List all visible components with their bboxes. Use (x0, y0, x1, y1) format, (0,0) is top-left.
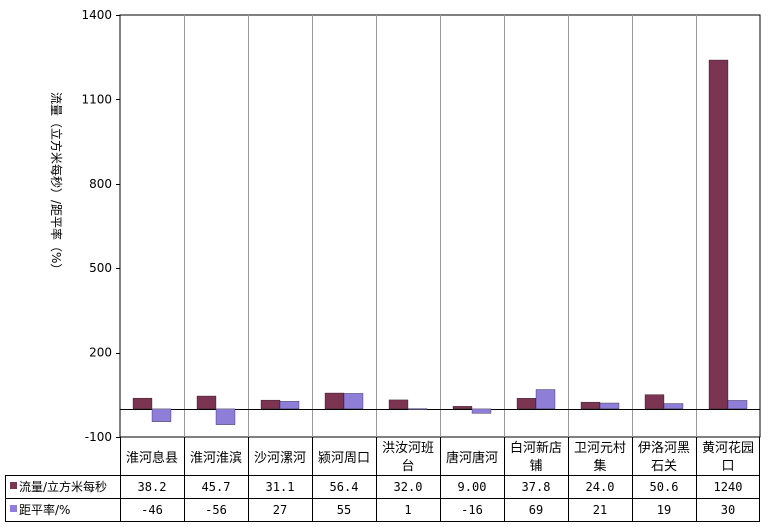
bar-flow (132, 397, 153, 409)
data-label: 1240 (714, 480, 743, 494)
gridlines (119, 14, 761, 438)
data-label: 56.4 (330, 480, 359, 494)
category-label: 唐河唐河 (446, 450, 498, 466)
data-label: 1 (404, 503, 411, 517)
category-label: 淮河息县 (126, 450, 178, 466)
category-label: 伊洛河黑 (638, 441, 690, 456)
bar-flow (516, 398, 537, 409)
data-label: 45.7 (202, 480, 231, 494)
y-tick-label: 1100 (81, 92, 112, 106)
category-label: 颍河周口 (318, 451, 370, 466)
y-tick-labels: 1400 1100 800 500 200 -100 (81, 8, 120, 444)
data-label: -16 (461, 503, 483, 517)
category-label: 白河新店 (510, 440, 562, 456)
category-label: 沙河漯河 (254, 451, 306, 466)
category-label: 洪汝河班 (382, 441, 434, 456)
bar-flow (388, 399, 409, 410)
data-label: -46 (141, 503, 163, 517)
bars (132, 59, 748, 425)
data-label: 19 (657, 503, 671, 517)
data-label: -56 (205, 503, 227, 517)
data-label: 31.1 (266, 480, 295, 494)
data-label: 24.0 (586, 480, 615, 494)
legend-key-anomaly (10, 505, 17, 512)
category-label: 集 (593, 458, 606, 474)
category-label: 口 (721, 459, 734, 474)
data-label: 69 (529, 503, 543, 517)
bar-anomaly (663, 403, 684, 409)
data-label: 38.2 (138, 480, 167, 494)
data-label: 50.6 (650, 480, 679, 494)
bar-anomaly (279, 401, 300, 410)
bar-anomaly (215, 408, 236, 425)
y-tick-label: 800 (89, 177, 112, 191)
bar-anomaly (151, 408, 172, 422)
bar-flow (260, 399, 281, 409)
data-label: 30 (721, 503, 735, 517)
bar-flow (580, 401, 601, 410)
y-tick-label: 1400 (81, 8, 112, 22)
bar-flow (452, 406, 473, 409)
bar-anomaly (407, 408, 428, 410)
bar-flow (196, 395, 217, 410)
category-label: 淮河淮滨 (190, 450, 242, 466)
bar-anomaly (471, 408, 492, 414)
bar-flow (644, 394, 665, 409)
category-label: 卫河元村 (574, 441, 626, 456)
data-label: 32.0 (394, 480, 423, 494)
category-label: 台 (401, 459, 414, 474)
bar-anomaly (343, 393, 364, 410)
bar-anomaly (599, 402, 620, 410)
bar-flow (708, 59, 729, 410)
series-name: 流量/立方米每秒 (19, 479, 107, 494)
data-label: 55 (337, 503, 351, 517)
y-tick-label: 500 (89, 261, 112, 275)
legend-key-flow (10, 482, 17, 489)
category-label: 黄河花园 (702, 440, 754, 456)
data-label: 21 (593, 503, 607, 517)
y-tick-label: -100 (85, 430, 112, 444)
category-label: 铺 (529, 459, 542, 474)
y-axis-label: 流量（立方米每秒）/距平率（%） (49, 92, 64, 275)
bar-flow (324, 392, 345, 410)
data-label: 27 (273, 503, 287, 517)
y-axis-title: 流量（立方米每秒）/距平率（%） (49, 92, 64, 275)
data-label: 9.00 (458, 480, 487, 494)
series-name: 距平率/% (19, 502, 70, 517)
category-label: 石关 (651, 459, 677, 474)
bar-anomaly (727, 400, 748, 409)
bar-anomaly (535, 389, 556, 410)
y-tick-label: 200 (89, 346, 112, 360)
data-label: 37.8 (522, 480, 551, 494)
